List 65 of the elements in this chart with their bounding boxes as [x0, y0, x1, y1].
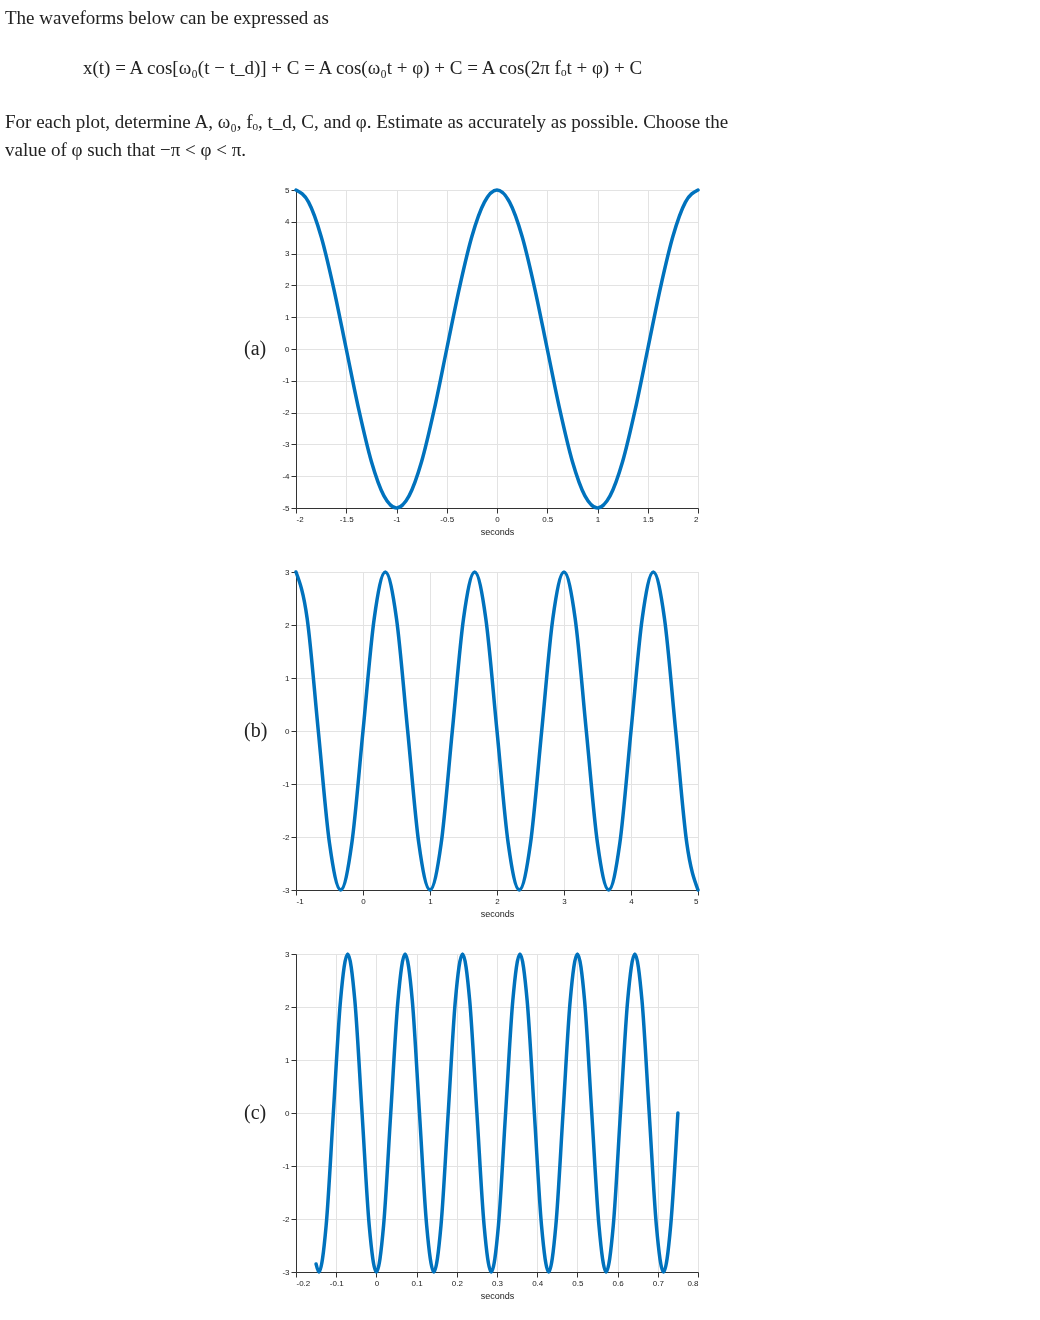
y-tick-label: 3 [285, 949, 291, 959]
y-tick-label: -2 [282, 1214, 291, 1224]
y-tick-label: -5 [282, 503, 291, 513]
text: For each plot, determine A, ω₀, fₒ, t_d, C, and φ. Estimate as accurately as possible. Choose the [5, 111, 729, 132]
y-tick-label: 0 [285, 344, 291, 354]
x-axis-title: seconds [480, 526, 515, 537]
y-tick-label: -3 [282, 1267, 291, 1277]
x-tick-label: 0 [495, 514, 501, 524]
text: (c) [244, 1101, 267, 1124]
x-tick-label: 1 [595, 514, 601, 524]
y-tick-label: -2 [282, 832, 291, 842]
text: (a) [244, 337, 267, 360]
x-axis-title: seconds [480, 908, 515, 919]
text: The waveforms below can be expressed as [5, 7, 329, 28]
x-tick-label: 0 [374, 1278, 380, 1288]
y-tick-label: 4 [285, 217, 291, 227]
text: (b) [244, 719, 268, 742]
y-tick-label: 0 [285, 1108, 291, 1118]
x-tick-label: 0.7 [652, 1278, 665, 1288]
y-tick-label: -4 [282, 471, 291, 481]
x-tick-label: -1 [393, 514, 402, 524]
x-tick-label: -1.5 [339, 514, 355, 524]
text: x(t) = A cos[ω₀(t − t_d)] + C = A cos(ω₀t + φ) + C = A cos(2π fₒt + φ) + C [83, 57, 643, 79]
x-tick-label: 3 [562, 896, 568, 906]
x-tick-label: -0.2 [296, 1278, 311, 1288]
y-tick-label: -3 [282, 439, 291, 449]
y-tick-label: 3 [285, 249, 291, 259]
y-tick-label: -1 [282, 376, 291, 386]
line-series [294, 570, 700, 892]
x-tick-label: -0.1 [329, 1278, 345, 1288]
x-tick-label: 2 [495, 896, 501, 906]
x-tick-label: 0.2 [451, 1278, 464, 1288]
x-tick-label: 1.5 [642, 514, 655, 524]
x-tick-label: 0.8 [687, 1278, 700, 1288]
x-axis-title: seconds [480, 1290, 515, 1301]
x-tick-label: -0.5 [440, 514, 455, 524]
x-tick-label: 0.6 [612, 1278, 625, 1288]
x-tick-label: 0.4 [532, 1278, 544, 1288]
x-tick-label: -1 [296, 896, 305, 906]
x-tick-label: 0 [361, 896, 367, 906]
line-series [294, 188, 700, 510]
y-tick-label: -2 [282, 408, 291, 418]
y-tick-label: 2 [285, 1002, 291, 1012]
y-tick-label: -1 [282, 779, 291, 789]
line-series [314, 952, 680, 1274]
x-tick-label: 0.1 [411, 1278, 424, 1288]
x-tick-label: 0.5 [572, 1278, 585, 1288]
y-tick-label: 1 [285, 312, 291, 322]
y-tick-label: -1 [282, 1161, 291, 1171]
text: value of φ such that −π < φ < π. [5, 139, 247, 160]
x-tick-label: 4 [629, 896, 635, 906]
y-tick-label: 1 [285, 673, 291, 683]
x-tick-label: 2 [694, 514, 700, 524]
y-tick-label: 2 [285, 620, 291, 630]
y-tick-label: 2 [285, 280, 291, 290]
x-tick-label: 5 [694, 896, 700, 906]
x-tick-label: 1 [428, 896, 434, 906]
y-tick-label: 5 [285, 185, 291, 195]
y-tick-label: 3 [285, 567, 291, 577]
x-tick-label: 0.5 [542, 514, 554, 524]
x-tick-label: -2 [296, 514, 305, 524]
y-tick-label: 1 [285, 1055, 291, 1065]
y-tick-label: 0 [285, 726, 291, 736]
x-tick-label: 0.3 [491, 1278, 504, 1288]
y-tick-label: -3 [282, 885, 291, 895]
